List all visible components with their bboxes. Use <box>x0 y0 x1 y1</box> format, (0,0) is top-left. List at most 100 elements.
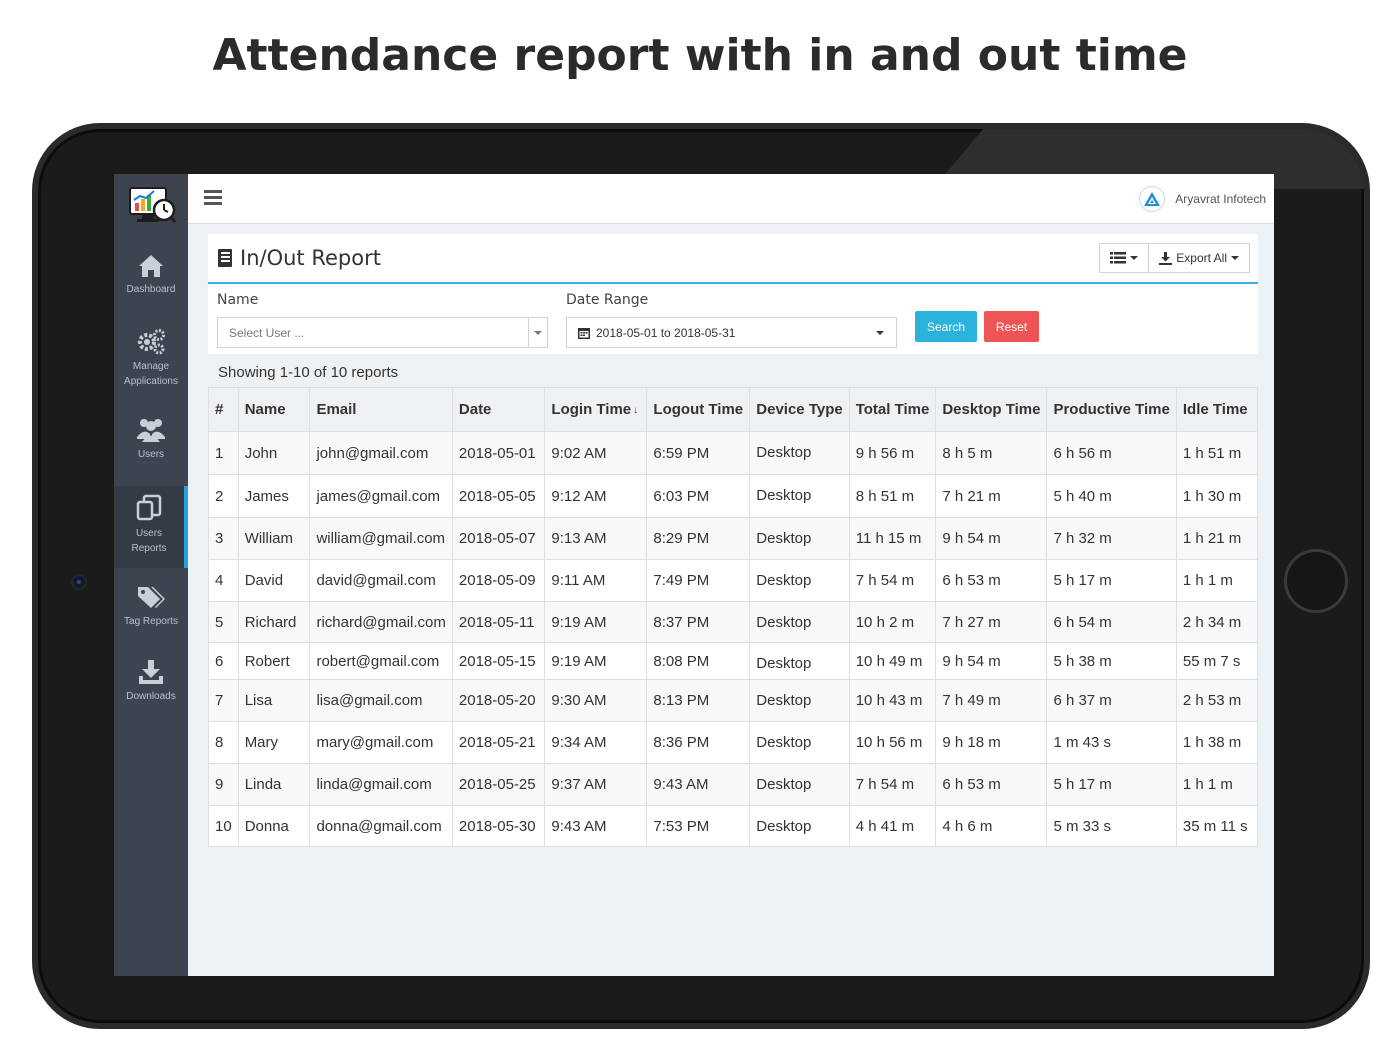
column-header[interactable]: Email <box>309 387 453 432</box>
table-cell: 10 h 56 m <box>848 721 937 764</box>
column-header-label: Device Type <box>756 401 843 418</box>
table-cell: 2018-05-25 <box>451 763 546 806</box>
column-header[interactable]: Logout Time <box>646 387 751 432</box>
table-cell: Desktop <box>749 721 850 764</box>
reset-button[interactable]: Reset <box>984 311 1039 342</box>
table-cell: 9:11 AM <box>544 559 648 602</box>
table-row[interactable]: 7 Lisa lisa@gmail.com 2018-05-20 9:30 AM 8:13… <box>208 679 1259 722</box>
menu-toggle-icon[interactable] <box>204 190 222 206</box>
table-cell: 9:43 AM <box>646 763 751 806</box>
table-cell: 8 <box>208 721 239 764</box>
column-header[interactable]: Date <box>451 387 546 432</box>
table-row[interactable]: 6 Robert robert@gmail.com 2018-05-15 9:19 AM… <box>208 642 1259 680</box>
table-row[interactable]: 5 Richard richard@gmail.com 2018-05-11 9:19 … <box>208 601 1259 643</box>
table-cell: 35 m 11 s <box>1175 805 1259 847</box>
topbar: Aryavrat Infotech <box>188 174 1274 224</box>
brand-name: Aryavrat Infotech <box>1175 192 1266 206</box>
sidebar-item-label: Manage Applications <box>124 361 178 387</box>
column-header[interactable]: Login Time ↓ <box>544 387 648 432</box>
table-cell: 8:36 PM <box>646 721 751 764</box>
column-toggle-button[interactable] <box>1099 243 1150 273</box>
table-cell: mary@gmail.com <box>309 721 453 764</box>
sidebar-item-label: Users <box>137 449 165 460</box>
table-cell: 7 <box>208 679 239 722</box>
table-cell: 9 h 54 m <box>935 517 1048 560</box>
column-header[interactable]: Total Time <box>848 387 937 432</box>
table-cell: Desktop <box>749 763 850 806</box>
table-cell: 1 h 51 m <box>1175 431 1259 475</box>
table-cell: 9 h 54 m <box>935 642 1048 680</box>
table-cell: Mary <box>237 721 311 764</box>
table-cell: 2 <box>208 474 239 518</box>
table-cell: 8:13 PM <box>646 679 751 722</box>
column-header[interactable]: Idle Time <box>1175 387 1259 432</box>
user-select[interactable]: Select User ... <box>217 317 548 348</box>
table-cell: 5 m 33 s <box>1046 805 1177 847</box>
table-row[interactable]: 3 William william@gmail.com 2018-05-07 9:13 … <box>208 517 1259 560</box>
table-cell: 2 h 34 m <box>1175 601 1259 643</box>
table-cell: lisa@gmail.com <box>309 679 453 722</box>
table-cell: Donna <box>237 805 311 847</box>
chevron-down-icon <box>876 331 884 335</box>
calendar-icon <box>578 327 590 339</box>
sort-icon[interactable]: ↓ <box>633 404 639 416</box>
gears-icon <box>138 329 165 355</box>
table-row[interactable]: 8 Mary mary@gmail.com 2018-05-21 9:34 AM 8:36… <box>208 721 1259 764</box>
table-cell: John <box>237 431 311 475</box>
table-cell: 2018-05-21 <box>451 721 546 764</box>
table-cell: 4 h 6 m <box>935 805 1048 847</box>
table-cell: Desktop <box>749 642 850 680</box>
column-header[interactable]: # <box>208 387 239 432</box>
table-row[interactable]: 4 David david@gmail.com 2018-05-09 9:11 AM 7:… <box>208 559 1259 602</box>
column-header-label: Total Time <box>855 401 930 418</box>
export-all-button[interactable]: Export All <box>1149 243 1250 273</box>
book-icon <box>218 249 232 267</box>
table-cell: 2018-05-07 <box>451 517 546 560</box>
column-header[interactable]: Name <box>237 387 311 432</box>
results-count: Showing 1-10 of 10 reports <box>218 364 399 381</box>
table-row[interactable]: 10 Donna donna@gmail.com 2018-05-30 9:43 AM 7… <box>208 805 1259 847</box>
list-icon <box>1110 252 1127 264</box>
table-cell: linda@gmail.com <box>309 763 453 806</box>
table-cell: 6 h 56 m <box>1046 431 1177 475</box>
table-cell: 9:13 AM <box>544 517 648 560</box>
report-panel: In/Out Report <box>208 234 1259 954</box>
table-cell: 5 h 17 m <box>1046 763 1177 806</box>
sidebar-item-manage-applications[interactable]: Manage Applications <box>114 327 188 389</box>
column-header[interactable]: Productive Time <box>1046 387 1177 432</box>
column-header-label: Email <box>316 401 357 418</box>
table-cell: 1 h 21 m <box>1175 517 1259 560</box>
table-cell: 7 h 32 m <box>1046 517 1177 560</box>
table-cell: 2018-05-15 <box>451 642 546 680</box>
table-cell: 2018-05-01 <box>451 431 546 475</box>
export-all-label: Export All <box>1176 251 1227 265</box>
sidebar-item-users-reports[interactable]: Users Reports <box>114 486 188 568</box>
table-cell: 2018-05-09 <box>451 559 546 602</box>
table-row[interactable]: 2 James james@gmail.com 2018-05-05 9:12 AM 6:… <box>208 474 1259 518</box>
tags-icon <box>138 587 165 608</box>
table-cell: 10 h 43 m <box>848 679 937 722</box>
sidebar-item-dashboard[interactable]: Dashboard <box>114 254 188 297</box>
column-header[interactable]: Device Type <box>749 387 850 432</box>
search-button[interactable]: Search <box>915 311 977 342</box>
chevron-down-icon <box>528 318 547 347</box>
sidebar-item-downloads[interactable]: Downloads <box>114 659 188 704</box>
table-cell: william@gmail.com <box>309 517 453 560</box>
page-title-text: In/Out Report <box>240 246 381 270</box>
sidebar-item-users[interactable]: Users <box>114 417 188 462</box>
brand-logo-icon <box>1139 186 1166 212</box>
copy-icon <box>136 494 162 521</box>
table-cell: 9:43 AM <box>544 805 648 847</box>
table-cell: 6:59 PM <box>646 431 751 475</box>
brand[interactable]: Aryavrat Infotech <box>1139 186 1266 212</box>
table-cell: 9:02 AM <box>544 431 648 475</box>
table-cell: 1 h 1 m <box>1175 559 1259 602</box>
column-header[interactable]: Desktop Time <box>935 387 1048 432</box>
table-row[interactable]: 9 Linda linda@gmail.com 2018-05-25 9:37 AM 9:… <box>208 763 1259 806</box>
app-logo-icon[interactable] <box>128 186 177 226</box>
date-range-picker[interactable]: 2018-05-01 to 2018-05-31 <box>566 317 897 348</box>
table-cell: 2018-05-30 <box>451 805 546 847</box>
table-row[interactable]: 1 John john@gmail.com 2018-05-01 9:02 AM 6:59… <box>208 431 1259 475</box>
sidebar-item-tag-reports[interactable]: Tag Reports <box>114 584 188 629</box>
table-cell: 5 <box>208 601 239 643</box>
